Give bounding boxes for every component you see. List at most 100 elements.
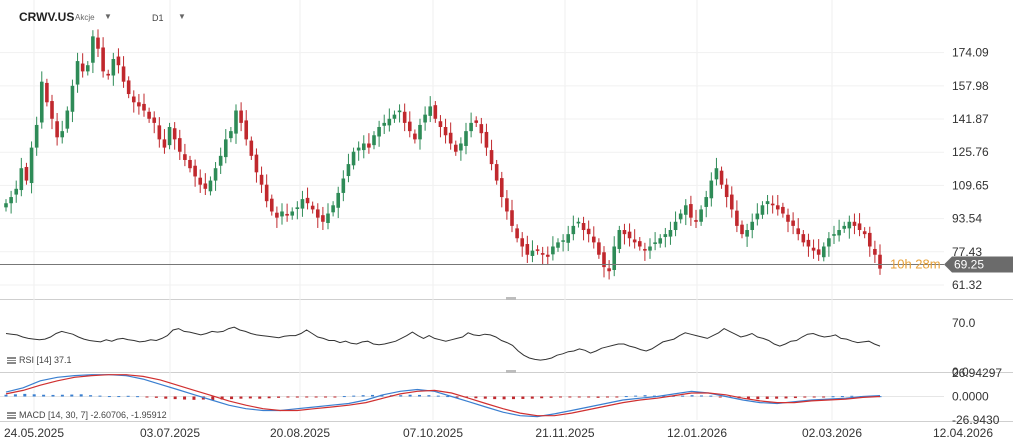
candle	[351, 147, 356, 170]
candle	[832, 225, 836, 245]
candle-body	[239, 110, 243, 123]
candle	[65, 106, 70, 133]
x-axis-date-label: 24.05.2025	[4, 426, 64, 440]
candle	[326, 203, 330, 230]
candle-body	[505, 198, 509, 212]
macd-bar	[230, 396, 234, 400]
indicator-settings-icon[interactable]	[7, 411, 16, 419]
macd-bar	[596, 396, 600, 398]
candle-body	[719, 170, 724, 185]
candle	[632, 229, 637, 249]
candle-body	[45, 82, 49, 103]
candle	[545, 246, 550, 266]
price-axis-tick: 125.76	[952, 145, 989, 159]
candle-body	[351, 151, 356, 166]
candle	[842, 221, 847, 233]
candle	[331, 201, 335, 217]
candle-body	[126, 80, 131, 95]
candle-body	[525, 244, 530, 255]
candle	[867, 226, 872, 257]
candle	[806, 233, 811, 257]
macd-bar	[267, 396, 271, 399]
rsi-indicator-label[interactable]: RSI [14] 37.1	[7, 355, 72, 365]
macd-bar	[446, 396, 450, 398]
candle-body	[290, 211, 295, 216]
candle	[4, 199, 8, 212]
candle-body	[694, 220, 698, 222]
candle-body	[254, 154, 259, 173]
candle-body	[377, 127, 381, 137]
candle	[336, 186, 341, 219]
candle	[459, 137, 463, 161]
candle-body	[443, 127, 448, 136]
candle-body	[806, 239, 811, 247]
candle	[116, 48, 121, 74]
candle	[857, 213, 862, 237]
countdown-label: 10h 28m	[890, 257, 941, 272]
candle	[9, 190, 13, 214]
candle-body	[484, 131, 489, 148]
candle-body	[198, 177, 203, 185]
candle-body	[218, 155, 223, 166]
candle	[683, 199, 688, 226]
macd-bar	[850, 395, 854, 397]
candle-body	[796, 228, 801, 235]
candle	[372, 131, 376, 150]
candle	[24, 162, 29, 185]
candle-body	[673, 221, 678, 231]
candle-body	[55, 121, 59, 138]
candle-body	[208, 180, 213, 192]
candle	[254, 148, 259, 183]
candle-body	[683, 205, 688, 215]
candle-body	[617, 230, 622, 249]
candle	[801, 230, 806, 247]
indicator-settings-icon[interactable]	[7, 356, 16, 364]
candle-body	[223, 139, 228, 158]
candle-body	[576, 221, 581, 224]
candle	[673, 211, 678, 237]
candle-body	[372, 135, 376, 146]
timeframe-label[interactable]: D1	[152, 13, 164, 23]
candle-body	[591, 236, 596, 243]
candle	[70, 79, 75, 123]
candle	[540, 246, 545, 266]
candle-body	[571, 225, 576, 235]
candle-body	[70, 85, 75, 112]
candle	[745, 223, 749, 247]
candle	[525, 235, 530, 263]
macd-bar	[831, 396, 835, 398]
macd-indicator-label[interactable]: MACD [14, 30, 7] -2.60706, -1.95912	[7, 410, 167, 420]
candle-body	[678, 213, 683, 220]
timeframe-dropdown-icon[interactable]: ▼	[178, 12, 186, 21]
macd-bar	[258, 396, 262, 399]
candle-body	[193, 165, 197, 177]
price-axis-tick: 77.43	[952, 245, 982, 259]
candle-body	[607, 268, 611, 272]
candle	[597, 238, 601, 259]
macd-bar	[286, 396, 290, 398]
candle	[269, 194, 274, 216]
symbol-label[interactable]: CRWV.US	[19, 10, 75, 24]
macd-bar	[634, 395, 638, 397]
candle	[361, 135, 366, 159]
macd-bar	[51, 394, 55, 397]
candle	[290, 207, 295, 220]
candle-body	[305, 197, 310, 204]
candle-body	[581, 223, 586, 231]
candle-body	[801, 234, 806, 243]
candle	[443, 118, 448, 144]
macd-bar	[746, 396, 750, 399]
candle-body	[515, 228, 519, 239]
candle-body	[367, 143, 371, 148]
macd-bar	[549, 396, 553, 398]
candle-body	[137, 102, 141, 107]
x-axis-date-label: 02.03.2026	[802, 426, 862, 440]
symbol-dropdown-icon[interactable]: ▼	[104, 12, 112, 21]
candle-body	[586, 228, 591, 235]
candle-body	[162, 139, 167, 148]
candle	[75, 52, 80, 93]
candle	[852, 213, 857, 235]
candle	[397, 104, 402, 123]
candle-body	[397, 110, 402, 113]
